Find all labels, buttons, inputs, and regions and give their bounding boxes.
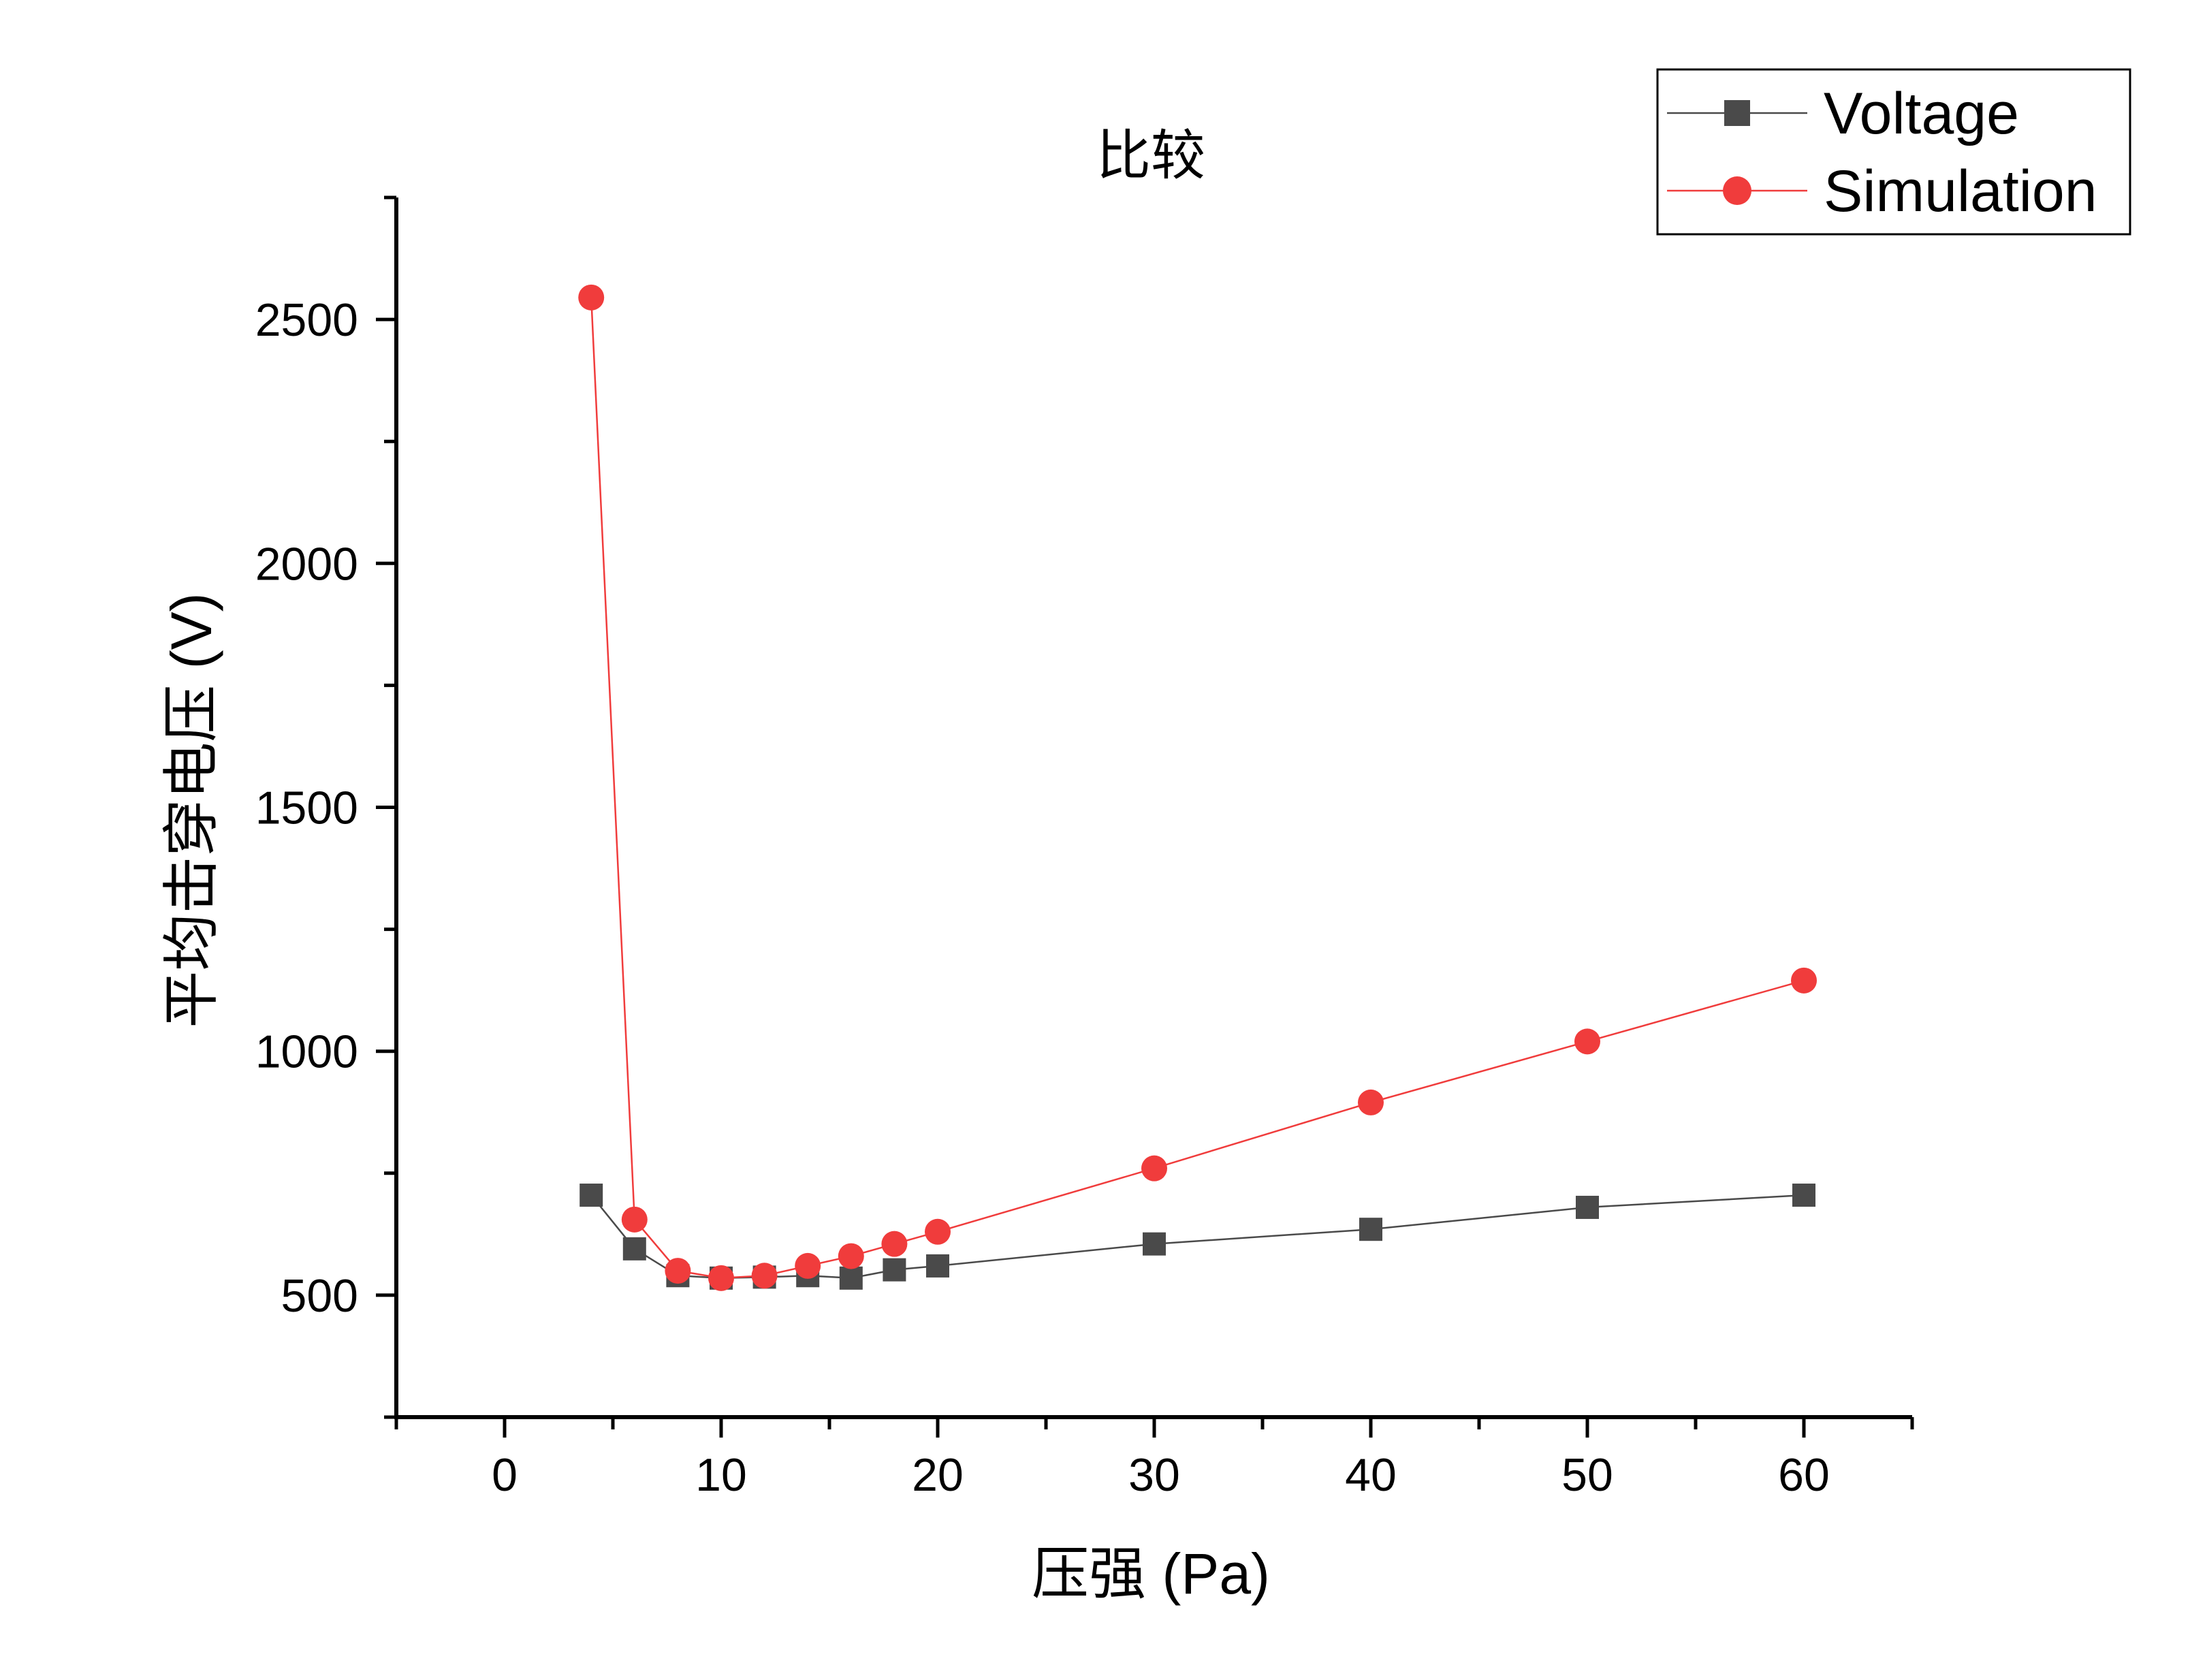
- x-axis-label: 压强 (Pa): [1032, 1542, 1270, 1606]
- series-layer: [578, 284, 1817, 1291]
- legend-item-simulation: Simulation: [1667, 159, 2097, 224]
- y-tick-label: 2500: [255, 294, 358, 346]
- data-point-circle: [1358, 1089, 1384, 1115]
- data-point-square: [622, 1237, 646, 1261]
- x-tick-label: 60: [1778, 1449, 1830, 1501]
- y-axis-label: 平均击穿电压 (V): [159, 592, 223, 1028]
- data-point-square: [1359, 1218, 1382, 1241]
- y-tick-label: 2000: [255, 538, 358, 590]
- data-point-circle: [708, 1265, 734, 1291]
- data-point-square: [883, 1258, 906, 1282]
- axes: 0 10 20 30 40 50 60 500 1000 1500 2000 2500: [255, 195, 1914, 1501]
- data-point-square: [839, 1266, 863, 1290]
- legend-marker-circle: [1723, 176, 1751, 205]
- series-line: [590, 297, 1805, 1280]
- data-point-circle: [578, 284, 605, 311]
- data-point-circle: [838, 1243, 864, 1269]
- legend-label: Voltage: [1824, 81, 2019, 146]
- y-tick-label: 1500: [255, 782, 358, 834]
- legend-box: [1656, 68, 2131, 236]
- data-point-circle: [1574, 1028, 1600, 1055]
- data-point-circle: [881, 1231, 908, 1257]
- y-tick-label: 1000: [255, 1026, 358, 1078]
- data-point-circle: [925, 1218, 951, 1245]
- x-tick-label: 20: [912, 1449, 964, 1501]
- chart-title: 比较: [1096, 124, 1205, 187]
- x-tick-label: 50: [1561, 1449, 1613, 1501]
- data-point-square: [1792, 1184, 1815, 1207]
- legend-item-voltage: Voltage: [1667, 81, 2019, 146]
- data-point-circle: [665, 1258, 691, 1284]
- x-tick-label: 40: [1345, 1449, 1397, 1501]
- data-point-circle: [1141, 1155, 1167, 1182]
- data-point-circle: [795, 1252, 821, 1279]
- legend-label: Simulation: [1824, 159, 2097, 224]
- legend-marker-square: [1724, 100, 1750, 126]
- x-tick-label: 0: [492, 1449, 518, 1501]
- x-tick-label: 10: [695, 1449, 747, 1501]
- data-point-square: [1143, 1232, 1166, 1256]
- data-point-square: [926, 1254, 949, 1278]
- legend: Voltage Simulation: [1656, 68, 2131, 236]
- data-point-circle: [751, 1263, 778, 1289]
- data-point-circle: [1791, 967, 1817, 994]
- y-tick-label: 500: [281, 1270, 358, 1322]
- data-point-circle: [621, 1206, 648, 1233]
- series-simulation: [578, 284, 1817, 1291]
- x-tick-label: 30: [1128, 1449, 1180, 1501]
- data-point-square: [1576, 1195, 1599, 1219]
- data-point-square: [580, 1184, 603, 1207]
